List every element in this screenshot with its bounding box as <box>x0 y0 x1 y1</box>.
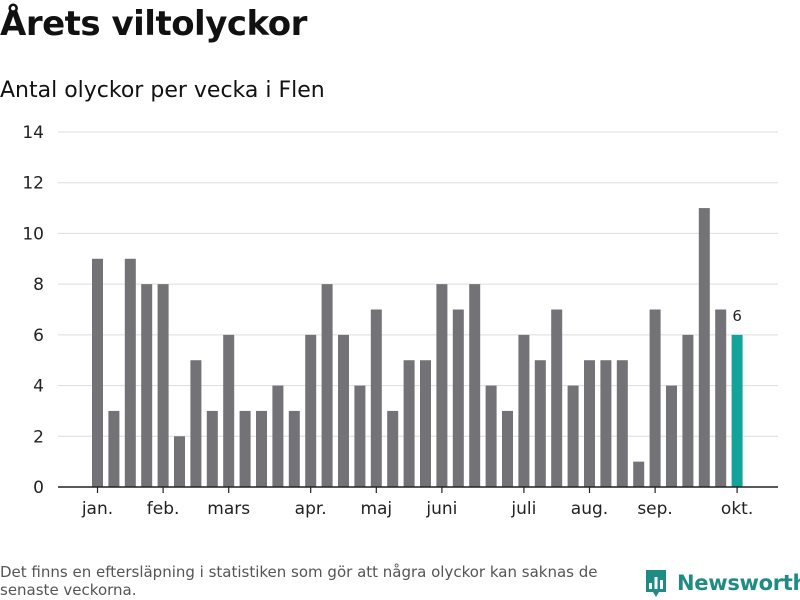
bar <box>387 410 399 487</box>
bar <box>420 360 431 487</box>
bar <box>370 309 382 487</box>
bar <box>518 334 530 487</box>
bar <box>338 334 349 487</box>
y-tick-label: 10 <box>22 224 44 244</box>
bar <box>600 360 612 487</box>
bar <box>256 410 267 487</box>
bar <box>633 461 645 487</box>
y-tick-label: 0 <box>33 478 44 498</box>
bar <box>288 410 300 487</box>
bar <box>239 410 251 487</box>
bar <box>485 385 497 487</box>
bar <box>108 410 120 487</box>
x-tick-label: feb. <box>147 499 180 519</box>
bar <box>452 309 464 487</box>
bar-chart: 0 2 4 6 8 10 12 14 6 jan. feb. mars apr. maj juni juli a… <box>22 123 778 519</box>
bar <box>190 360 202 487</box>
bar <box>354 385 366 487</box>
bar <box>698 208 710 488</box>
bar-highlight <box>731 334 743 487</box>
y-tick-label: 14 <box>22 123 44 143</box>
y-tick-label: 4 <box>33 377 44 397</box>
bar <box>666 385 677 487</box>
chart-title: Årets viltolyckor <box>0 4 307 44</box>
bar <box>616 360 628 487</box>
bar <box>174 436 185 487</box>
y-tick-label: 6 <box>33 326 44 346</box>
bar <box>206 410 218 487</box>
x-tick-label: juli <box>510 499 536 519</box>
x-tick-label: apr. <box>295 499 327 519</box>
bar <box>567 385 579 487</box>
bar <box>469 284 481 487</box>
bar <box>534 360 546 487</box>
bar <box>305 334 317 487</box>
bar <box>551 309 563 487</box>
bar <box>157 284 169 487</box>
chart-subtitle: Antal olyckor per vecka i Flen <box>0 78 325 103</box>
bar <box>321 284 333 487</box>
x-tick-label: juni <box>425 499 457 519</box>
bar <box>584 360 595 487</box>
data-label: 6 <box>732 307 742 325</box>
x-tick-label: aug. <box>571 499 608 519</box>
bar <box>682 334 694 487</box>
newsworthy-logo: Newsworthy <box>644 567 800 599</box>
x-tick-label: mars <box>207 499 250 519</box>
newsworthy-chart-icon <box>646 570 666 597</box>
footnote: Det finns en eftersläpning i statistiken… <box>0 563 598 599</box>
x-tick-label: sep. <box>637 499 673 519</box>
x-tick-label: okt. <box>721 499 753 519</box>
bar <box>272 385 284 487</box>
bar <box>436 284 448 487</box>
y-tick-label: 8 <box>33 275 44 295</box>
x-tick-label: maj <box>360 499 392 519</box>
bar <box>715 309 727 487</box>
bar <box>124 258 136 487</box>
bar <box>649 309 661 487</box>
bar <box>403 360 415 487</box>
bar <box>92 258 103 487</box>
bar <box>502 410 513 487</box>
bar <box>223 334 235 487</box>
x-tick-label: jan. <box>81 499 113 519</box>
brand-name: Newsworthy <box>677 571 800 595</box>
bar <box>141 284 153 487</box>
y-tick-label: 12 <box>22 174 44 194</box>
y-tick-label: 2 <box>33 427 44 447</box>
